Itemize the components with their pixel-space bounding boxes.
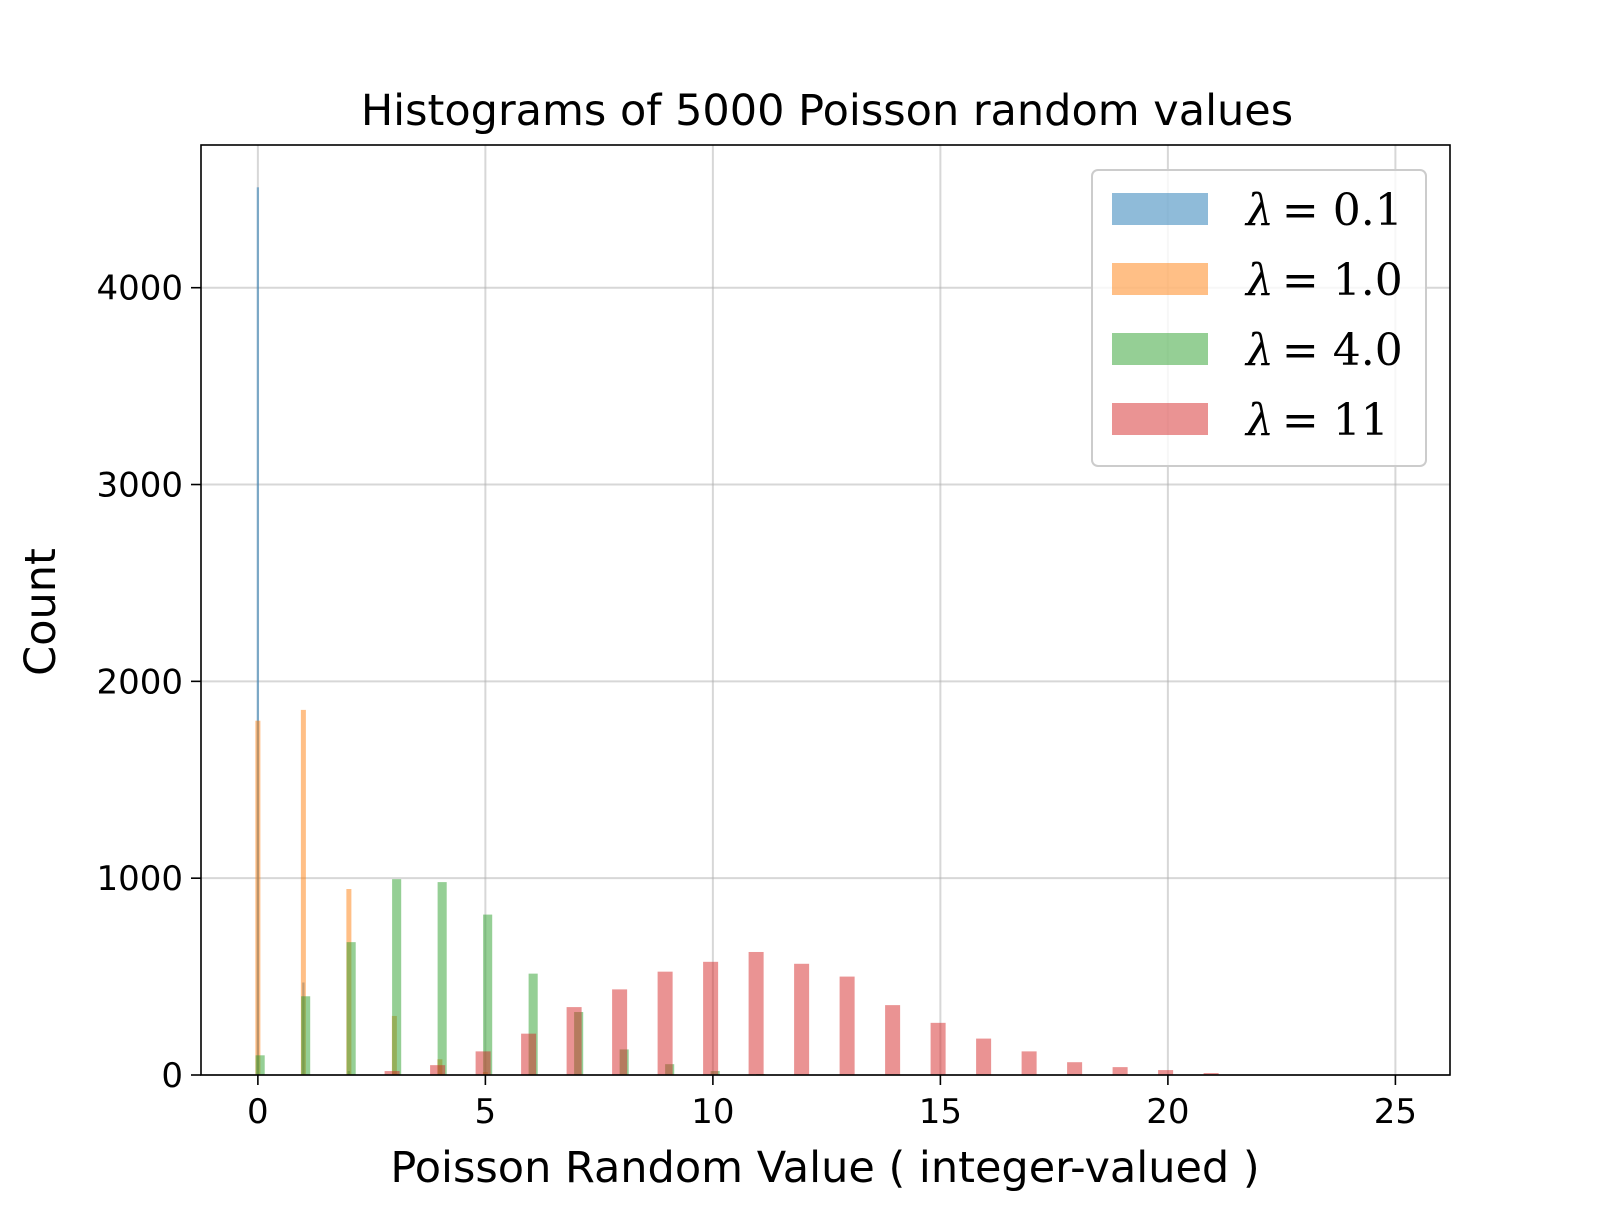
bar-series-4 [794, 963, 810, 1075]
legend-lambda-symbol: λ [1244, 325, 1274, 376]
legend-lambda-symbol: λ [1244, 395, 1274, 446]
legend-swatch [1112, 403, 1208, 435]
bar-series-3 [392, 879, 402, 1075]
x-tick-label: 15 [919, 1092, 962, 1132]
bar-series-3 [255, 1055, 265, 1075]
bar-series-4 [1067, 1062, 1083, 1075]
axis-ticks: 0 5 10 15 20 25 0 1000 2000 3000 4000 [96, 269, 1417, 1132]
bars [255, 187, 1219, 1076]
legend-swatch [1112, 193, 1208, 225]
legend-lambda-value: = 1.0 [1282, 255, 1403, 306]
bar-series-4 [839, 976, 855, 1075]
bar-series-4 [430, 1065, 446, 1075]
bar-series-4 [475, 1051, 491, 1075]
legend-entry-label: λ = 4.0 [1244, 325, 1403, 376]
bar-series-2 [255, 720, 261, 1075]
y-tick-label: 1000 [96, 859, 183, 899]
bar-series-4 [657, 971, 673, 1075]
bar-series-4 [1203, 1073, 1219, 1075]
bar-series-4 [1112, 1067, 1128, 1075]
legend-entry-label: λ = 11 [1244, 395, 1389, 446]
chart-title: Histograms of 5000 Poisson random values [361, 86, 1293, 136]
y-tick-label: 4000 [96, 269, 183, 309]
y-tick-label: 0 [161, 1056, 183, 1096]
x-axis-label: Poisson Random Value ( integer-valued ) [390, 1143, 1259, 1193]
bar-series-4 [976, 1038, 992, 1075]
bar-series-4 [885, 1005, 901, 1075]
bar-series-3 [346, 942, 356, 1075]
bar-series-1 [256, 187, 260, 1076]
y-tick-label: 2000 [96, 662, 183, 702]
plot-frame [200, 144, 1451, 1076]
legend-lambda-value: = 0.1 [1282, 185, 1403, 236]
bar-series-4 [521, 1033, 537, 1075]
x-tick-label: 10 [691, 1092, 734, 1132]
bar-series-3 [437, 882, 447, 1075]
x-tick-label: 0 [247, 1092, 269, 1132]
bar-series-3 [528, 973, 538, 1075]
y-axis-label: Count [16, 548, 66, 676]
bar-series-2 [300, 709, 306, 1075]
bar-series-4 [703, 961, 719, 1075]
bar-series-3 [301, 996, 311, 1075]
bar-series-3 [483, 914, 493, 1075]
bar-series-4 [1021, 1051, 1037, 1075]
bar-series-4 [566, 1007, 582, 1075]
legend-swatch [1112, 333, 1208, 365]
y-tick-label: 3000 [96, 466, 183, 506]
bar-series-4 [1158, 1070, 1174, 1075]
legend-frame [1091, 169, 1427, 467]
x-tick-label: 5 [475, 1092, 497, 1132]
bar-series-4 [930, 1022, 946, 1075]
bar-series-4 [748, 951, 764, 1075]
legend-lambda-value: = 11 [1282, 395, 1389, 446]
bar-series-4 [612, 989, 628, 1075]
legend-entry-label: λ = 1.0 [1244, 255, 1403, 306]
x-tick-label: 20 [1146, 1092, 1189, 1132]
legend: λ = 0.1λ = 1.0λ = 4.0λ = 11 [1091, 169, 1427, 467]
legend-lambda-symbol: λ [1244, 255, 1274, 306]
x-tick-label: 25 [1374, 1092, 1417, 1132]
legend-swatch [1112, 263, 1208, 295]
bar-series-4 [384, 1071, 400, 1075]
legend-lambda-symbol: λ [1244, 185, 1274, 236]
legend-lambda-value: = 4.0 [1282, 325, 1403, 376]
legend-entry-label: λ = 0.1 [1244, 185, 1403, 236]
